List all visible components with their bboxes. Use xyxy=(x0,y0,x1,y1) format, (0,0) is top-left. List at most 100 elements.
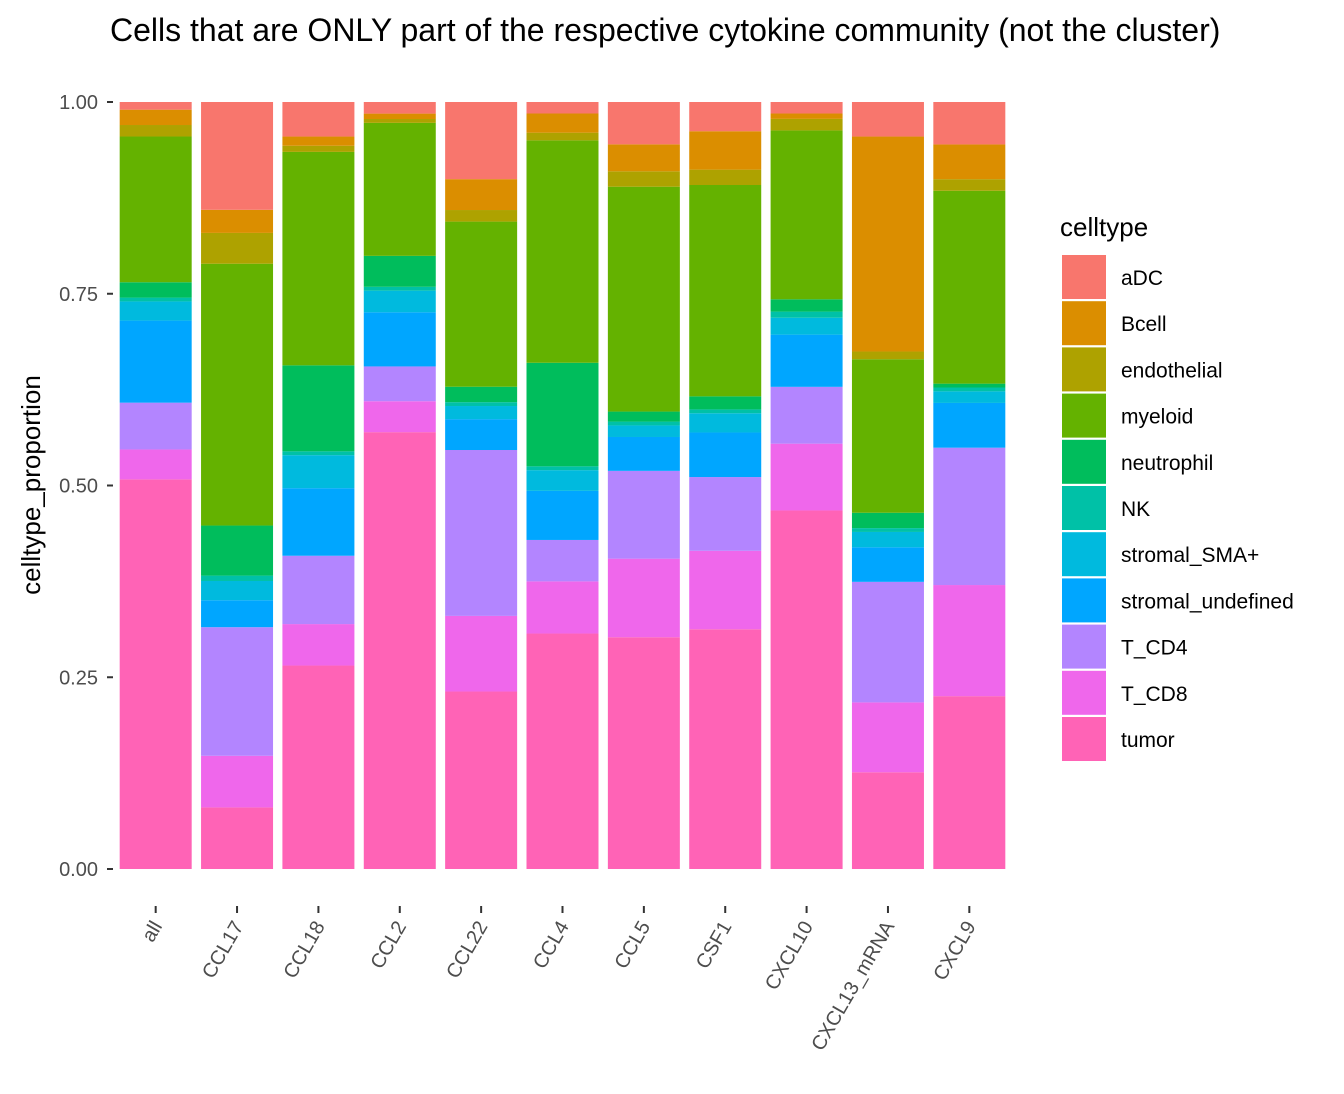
bar-segment-CCL17-NK xyxy=(201,575,274,581)
bar-segment-CCL2-stromal_SMA+ xyxy=(363,290,436,313)
bar-segment-all-aDC xyxy=(119,102,192,110)
bar-segment-CXCL9-endothelial xyxy=(933,179,1006,191)
bar-segment-CXCL9-Bcell xyxy=(933,144,1006,180)
bar-segment-CSF1-T_CD4 xyxy=(689,477,762,551)
bar-segment-CCL17-Bcell xyxy=(201,209,274,233)
bar-segment-CXCL10-Bcell xyxy=(770,113,843,119)
legend-swatch-Bcell xyxy=(1062,301,1106,346)
bar-segment-CCL4-aDC xyxy=(526,102,599,114)
bar-segment-CCL2-stromal_undefined xyxy=(363,312,436,367)
bar-segment-CCL18-NK xyxy=(282,451,355,456)
bar-segment-CCL22-stromal_SMA+ xyxy=(445,406,518,420)
bar-segment-CXCL13_mRNA-Bcell xyxy=(851,136,924,352)
legend-label-tumor: tumor xyxy=(1121,729,1175,752)
bar-segment-CCL5-stromal_SMA+ xyxy=(607,425,680,437)
bar-segment-CXCL13_mRNA-T_CD4 xyxy=(851,581,924,703)
legend: celltype aDC Bcell endothelial myeloid neutr… xyxy=(1060,212,1294,761)
bar-segment-CCL4-endothelial xyxy=(526,132,599,141)
bar-segment-CCL18-tumor xyxy=(282,665,355,869)
bar-segment-all-stromal_SMA+ xyxy=(119,301,192,321)
bar-segment-CCL17-T_CD4 xyxy=(201,627,274,756)
bar-segment-CCL22-T_CD8 xyxy=(445,615,518,692)
bar-segment-all-T_CD8 xyxy=(119,449,192,480)
bar-segment-CCL4-stromal_undefined xyxy=(526,490,599,540)
bar-segment-CCL17-neutrophil xyxy=(201,525,274,576)
y-axis-title: celltype_proportion xyxy=(16,375,46,595)
bar-segment-CXCL10-tumor xyxy=(770,510,843,869)
bar-segment-CCL18-T_CD4 xyxy=(282,555,355,625)
legend-swatch-NK xyxy=(1062,486,1106,530)
bar-segment-CCL17-myeloid xyxy=(201,263,274,526)
bar-segment-CXCL13_mRNA-aDC xyxy=(851,102,924,137)
bar-segment-CXCL10-stromal_SMA+ xyxy=(770,317,843,335)
legend-swatch-myeloid xyxy=(1062,393,1106,438)
bar-segment-CCL5-aDC xyxy=(607,102,680,145)
legend-label-T_CD4: T_CD4 xyxy=(1121,637,1188,660)
bar-segment-CXCL9-T_CD8 xyxy=(933,585,1006,697)
bar-segment-CCL18-T_CD8 xyxy=(282,624,355,666)
bar-segment-CSF1-stromal_undefined xyxy=(689,432,762,478)
x-tick-label: CXCL13_mRNA xyxy=(807,917,899,1055)
bar-segment-CXCL10-T_CD8 xyxy=(770,443,843,511)
x-tick-label: CXCL9 xyxy=(929,918,980,985)
y-tick-label: 0.50 xyxy=(59,476,98,498)
bar-segment-CCL18-aDC xyxy=(282,102,355,137)
bar-segment-all-myeloid xyxy=(119,136,192,283)
bar-segment-CCL17-stromal_SMA+ xyxy=(201,580,274,601)
legend-label-T_CD8: T_CD8 xyxy=(1121,683,1188,706)
bar-segment-CCL2-NK xyxy=(363,286,436,291)
bar-segment-CCL18-Bcell xyxy=(282,136,355,146)
legend-label-neutrophil: neutrophil xyxy=(1121,452,1213,475)
bar-segment-CCL22-Bcell xyxy=(445,179,518,211)
bar-segment-CXCL10-NK xyxy=(770,311,843,318)
bar-segment-CSF1-neutrophil xyxy=(689,396,762,410)
bar-segment-CXCL13_mRNA-stromal_undefined xyxy=(851,547,924,582)
bar-segment-CXCL13_mRNA-NK xyxy=(851,528,924,532)
x-tick-label: CCL22 xyxy=(442,918,492,983)
bar-segment-CXCL13_mRNA-tumor xyxy=(851,772,924,869)
bar-segment-CSF1-tumor xyxy=(689,629,762,869)
bar-segment-CCL22-myeloid xyxy=(445,221,518,387)
legend-label-stromal_undefined: stromal_undefined xyxy=(1121,590,1294,613)
bar-segment-CCL17-aDC xyxy=(201,102,274,210)
bar-segment-CXCL10-stromal_undefined xyxy=(770,334,843,387)
bar-segment-CSF1-aDC xyxy=(689,102,762,132)
bar-segment-all-T_CD4 xyxy=(119,402,192,450)
bar-segment-all-Bcell xyxy=(119,109,192,126)
bar-segment-CCL2-tumor xyxy=(363,432,436,869)
bar-segment-CXCL9-myeloid xyxy=(933,190,1006,384)
x-axis: all CCL17 CCL18 CCL2 CCL22 CCL4 CCL5 CSF1 CXCL10… xyxy=(138,906,981,1055)
bar-segment-CXCL9-NK xyxy=(933,387,1006,392)
y-axis: 0.00 0.25 0.50 0.75 1.00 xyxy=(59,92,113,881)
bar-segment-CCL4-Bcell xyxy=(526,113,599,133)
bar-segment-CCL2-Bcell xyxy=(363,113,436,120)
legend-swatch-neutrophil xyxy=(1062,439,1106,484)
bar-segment-CCL5-NK xyxy=(607,421,680,426)
bar-segment-CCL4-tumor xyxy=(526,633,599,869)
bar-segment-CXCL13_mRNA-T_CD8 xyxy=(851,702,924,773)
bar-segment-CXCL13_mRNA-endothelial xyxy=(851,351,924,360)
bar-segment-CSF1-endothelial xyxy=(689,169,762,186)
x-tick-label: CSF1 xyxy=(692,918,737,973)
bar-segment-CXCL9-T_CD4 xyxy=(933,447,1006,586)
bar-segment-CCL2-myeloid xyxy=(363,122,436,256)
legend-swatch-aDC xyxy=(1062,255,1106,299)
bar-segment-CSF1-NK xyxy=(689,409,762,414)
x-tick-label: CCL5 xyxy=(611,918,656,973)
bar-segment-CCL5-neutrophil xyxy=(607,411,680,422)
bar-segment-CCL22-neutrophil xyxy=(445,386,518,403)
bar-segment-CCL4-myeloid xyxy=(526,140,599,363)
x-tick-label: CCL18 xyxy=(280,918,330,983)
bar-segment-CCL17-endothelial xyxy=(201,232,274,264)
bar-segment-CXCL10-T_CD4 xyxy=(770,386,843,444)
bar-segment-CCL4-stromal_SMA+ xyxy=(526,470,599,491)
bar-segment-CCL17-T_CD8 xyxy=(201,755,274,808)
bar-segment-CCL5-Bcell xyxy=(607,144,680,172)
x-tick-label: CXCL10 xyxy=(761,918,818,994)
bar-segment-CCL4-T_CD8 xyxy=(526,581,599,634)
x-tick-label: CCL4 xyxy=(529,918,574,973)
bar-segment-CCL5-myeloid xyxy=(607,186,680,412)
bar-segment-CCL5-tumor xyxy=(607,637,680,869)
y-tick-label: 1.00 xyxy=(59,92,98,114)
